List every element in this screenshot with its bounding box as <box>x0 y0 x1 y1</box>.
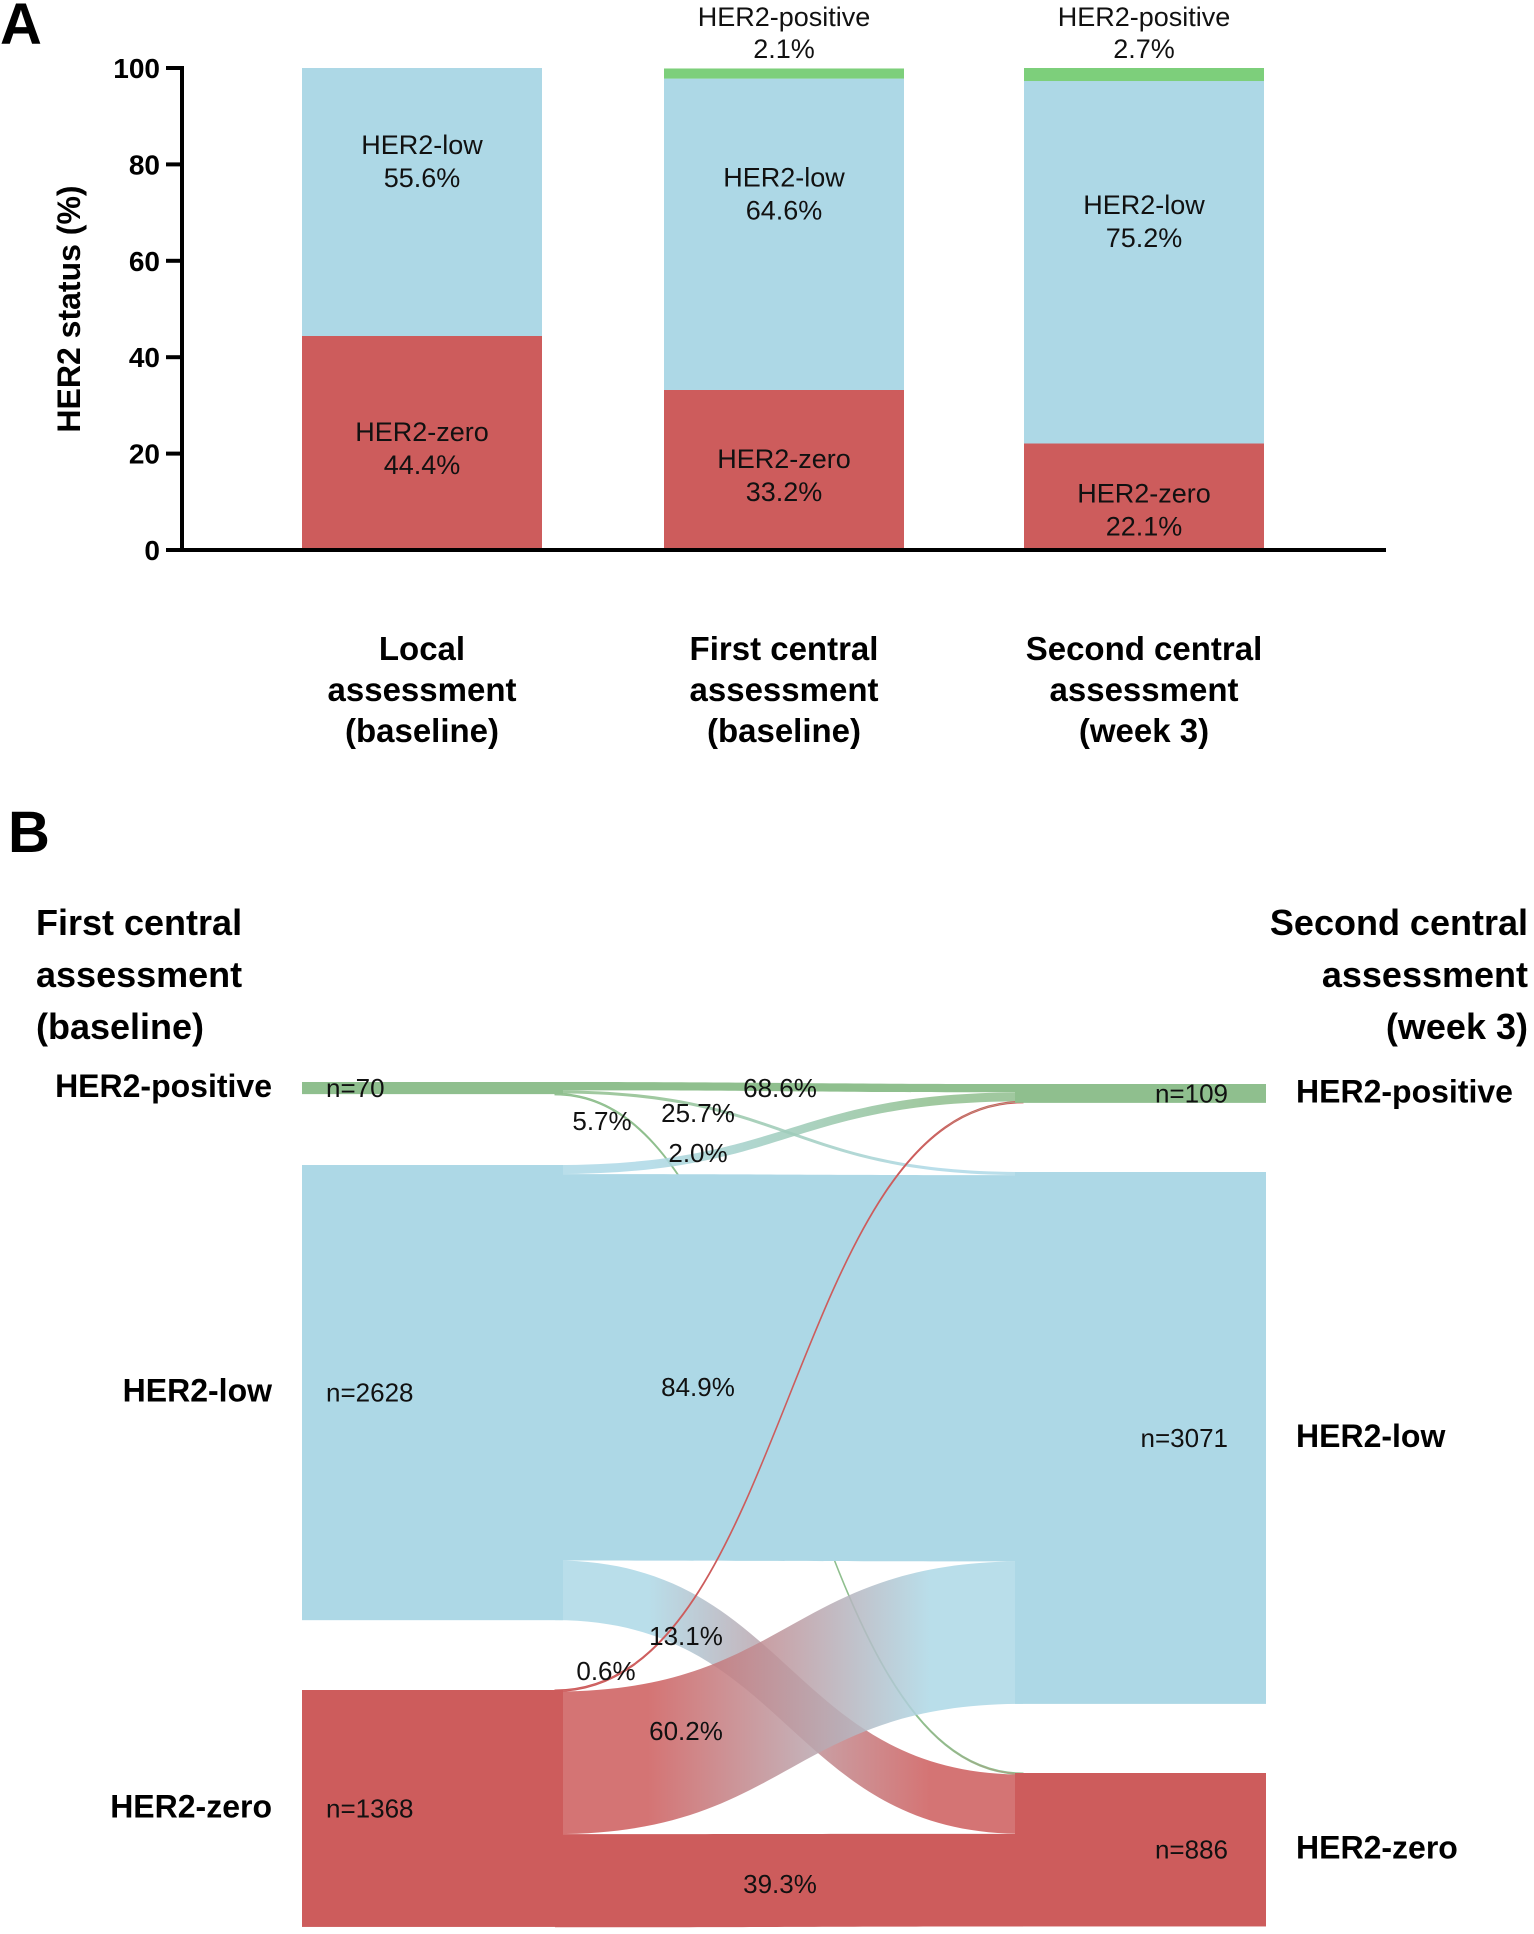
left-stage-title: First central <box>36 902 242 943</box>
sankey-labels: n=70 HER2-positive n=2628 HER2-low n=1368 HER… <box>55 1068 1513 1899</box>
flow-percent-label: 25.7% <box>661 1098 735 1128</box>
left-node-name: HER2-zero <box>110 1788 272 1824</box>
right-stage-title: (week 3) <box>1386 1006 1528 1047</box>
flow-percent-label: 60.2% <box>649 1716 723 1746</box>
stacked-bars <box>302 68 1264 550</box>
segment-label-value: 55.6% <box>384 163 461 193</box>
flow-percent-label: 39.3% <box>743 1869 817 1899</box>
sankey-node-left-positive <box>302 1082 563 1095</box>
sankey-link-low-to-low <box>555 1174 1023 1562</box>
segment-label-name: HER2-zero <box>1077 479 1211 509</box>
node-count-label: n=2628 <box>326 1378 413 1408</box>
sankey-link-zero-to-low <box>555 1561 1023 1835</box>
bar-segment-zero <box>302 335 542 550</box>
sankey-node-right-positive <box>1015 1084 1266 1103</box>
bar-segment-positive <box>1024 68 1264 82</box>
flow-percent-label: 2.0% <box>668 1138 727 1168</box>
x-tick-label: Second central <box>1026 630 1263 667</box>
segment-label-value: 75.2% <box>1106 223 1183 253</box>
segment-label-name: HER2-positive <box>698 2 871 32</box>
y-axis-title: HER2 status (%) <box>51 185 87 432</box>
panel-a-letter: A <box>0 0 42 57</box>
sankey-node-right-zero <box>1015 1773 1266 1927</box>
right-node-name: HER2-positive <box>1296 1073 1513 1109</box>
bar-segment-positive <box>664 68 904 79</box>
axes: 0 20 40 60 80 100 HER2 status (%) <box>51 53 1386 566</box>
left-node-name: HER2-positive <box>55 1068 272 1104</box>
node-count-label: n=886 <box>1155 1835 1228 1865</box>
segment-label-value: 64.6% <box>746 195 823 225</box>
node-count-label: n=109 <box>1155 1078 1228 1108</box>
sankey-node-left-low <box>302 1165 563 1621</box>
y-tick-label: 0 <box>144 535 160 566</box>
right-node-name: HER2-zero <box>1296 1830 1458 1866</box>
segment-label-value: 2.7% <box>1113 34 1175 64</box>
x-tick-label: First central <box>690 630 879 667</box>
segment-label-name: HER2-low <box>1083 190 1205 220</box>
segment-label-value: 22.1% <box>1106 512 1183 542</box>
node-count-label: n=70 <box>326 1073 385 1103</box>
segment-label-name: HER2-positive <box>1058 2 1231 32</box>
segment-label-name: HER2-zero <box>355 417 489 447</box>
x-tick-label: assessment <box>328 671 517 708</box>
x-tick-label: (week 3) <box>1079 712 1209 749</box>
segment-label-name: HER2-low <box>723 162 845 192</box>
panel-b: B First central assessment (baseline) Secon… <box>8 800 1528 1928</box>
bar-labels: HER2-zero44.4%HER2-low55.6%Localassessme… <box>328 2 1263 749</box>
sankey-link-zero-to-positive <box>554 1100 1024 1693</box>
segment-label-name: HER2-low <box>361 130 483 160</box>
sankey-links <box>554 1082 1024 1928</box>
sankey-node-right-low <box>1015 1172 1266 1704</box>
y-tick-label: 40 <box>129 342 160 373</box>
sankey-link-zero-to-zero <box>555 1833 1023 1928</box>
bar-segment-zero <box>1024 443 1264 550</box>
node-count-label: n=1368 <box>326 1793 413 1823</box>
sankey-link-positive-to-positive <box>555 1082 1023 1093</box>
panel-b-letter: B <box>8 800 50 865</box>
y-tick-label: 100 <box>113 53 160 84</box>
segment-label-name: HER2-zero <box>717 444 851 474</box>
node-count-label: n=3071 <box>1141 1423 1228 1453</box>
right-stage-title: assessment <box>1322 954 1528 995</box>
y-tick-label: 80 <box>129 149 160 180</box>
right-stage-title: Second central <box>1270 902 1528 943</box>
segment-label-value: 2.1% <box>753 34 815 64</box>
x-tick-label: Local <box>379 630 465 667</box>
x-tick-label: (baseline) <box>707 712 861 749</box>
bar-segment-low <box>1024 81 1264 444</box>
sankey-stage-titles: First central assessment (baseline) Second … <box>36 902 1528 1047</box>
sankey-link-low-to-positive <box>555 1092 1023 1175</box>
segment-label-value: 33.2% <box>746 477 823 507</box>
flow-percent-label: 68.6% <box>743 1073 817 1103</box>
x-tick-label: assessment <box>1050 671 1239 708</box>
left-stage-title: assessment <box>36 954 242 995</box>
bar-segment-low <box>302 68 542 336</box>
flow-percent-label: 84.9% <box>661 1372 735 1402</box>
sankey-node-left-zero <box>302 1690 563 1927</box>
segment-label-value: 44.4% <box>384 450 461 480</box>
left-node-name: HER2-low <box>123 1373 272 1409</box>
bar-segment-low <box>664 78 904 390</box>
flow-percent-label: 13.1% <box>649 1621 723 1651</box>
left-stage-title: (baseline) <box>36 1006 204 1047</box>
sankey-nodes <box>302 1082 1266 1927</box>
x-tick-label: (baseline) <box>345 712 499 749</box>
flow-percent-label: 0.6% <box>576 1656 635 1686</box>
y-tick-label: 20 <box>129 439 160 470</box>
bar-segment-zero <box>664 389 904 550</box>
right-node-name: HER2-low <box>1296 1418 1445 1454</box>
y-tick-label: 60 <box>129 246 160 277</box>
x-tick-label: assessment <box>690 671 879 708</box>
flow-percent-label: 5.7% <box>572 1106 631 1136</box>
